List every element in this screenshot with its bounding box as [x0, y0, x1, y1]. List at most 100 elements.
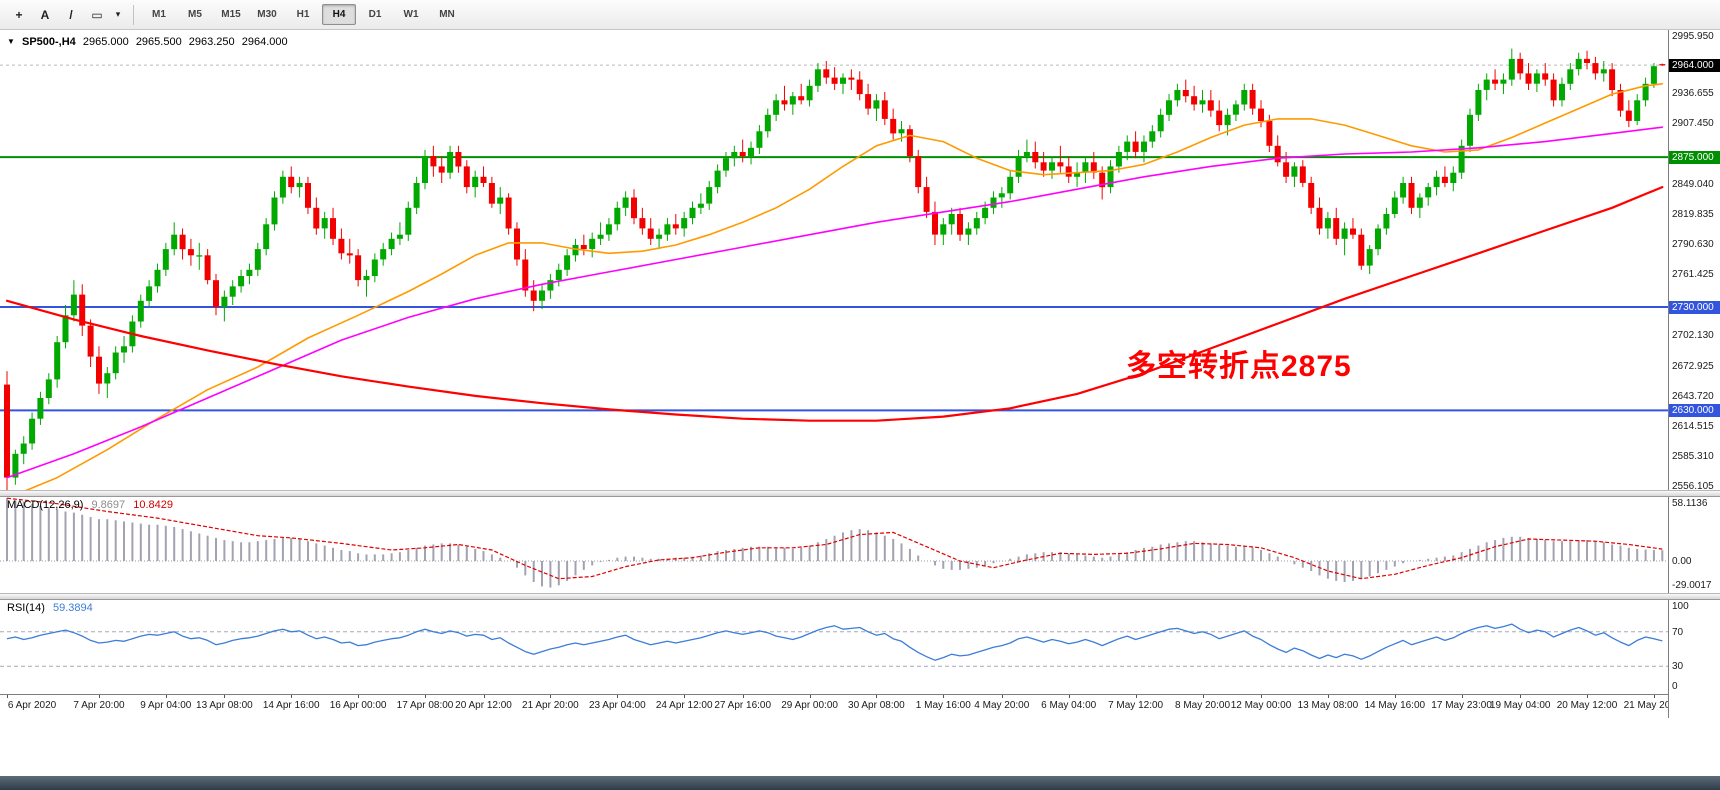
time-axis-tick — [291, 695, 293, 698]
rsi-panel-canvas[interactable] — [0, 600, 1668, 694]
text-label-icon[interactable]: A — [40, 7, 50, 22]
time-axis-label: 29 Apr 00:00 — [781, 700, 838, 711]
shapes-dropdown-icon[interactable]: ▾ — [115, 9, 121, 19]
rsi-line — [6, 623, 1663, 661]
timeframe-h1-button[interactable]: H1 — [296, 9, 310, 20]
time-axis-tick — [550, 695, 552, 698]
price-axis-label: 2614.515 — [1672, 420, 1714, 432]
panel-splitter-macd[interactable] — [0, 490, 1720, 497]
price-axis-label: 2672.925 — [1672, 360, 1714, 372]
time-axis-label: 14 Apr 16:00 — [262, 700, 320, 711]
time-axis-label: 19 May 04:00 — [1489, 700, 1551, 711]
price-axis-label: 2702.130 — [1672, 330, 1714, 342]
time-axis-tick — [165, 695, 167, 698]
time-axis-tick — [1653, 695, 1655, 698]
price-axis-label: 2643.720 — [1672, 390, 1714, 402]
quote-open: 2965.000 — [82, 36, 129, 48]
macd-value: 9.8697 — [91, 499, 126, 511]
time-axis-label: 13 May 08:00 — [1297, 700, 1359, 711]
moving-averages-layer — [5, 83, 1664, 490]
rsi-axis-label: 30 — [1672, 661, 1684, 673]
price-axis-label: 2819.835 — [1672, 208, 1714, 220]
price-axis-label: 2790.630 — [1672, 238, 1714, 250]
time-axis-tick — [684, 695, 686, 698]
time-axis-tick — [224, 695, 226, 698]
rsi-value: 59.3894 — [52, 602, 93, 614]
time-axis-label: 7 May 12:00 — [1108, 700, 1164, 711]
quote-low: 2963.250 — [188, 36, 235, 48]
time-axis-tick — [7, 695, 8, 698]
time-axis-tick — [1202, 695, 1204, 698]
rsi-axis-label: 100 — [1672, 601, 1689, 612]
quote-marker-icon[interactable]: ▼ — [7, 37, 15, 46]
toolbar: + A / ▭ ▾ M1 M5 M15 M30 H1 H4 D1 W1 MN — [0, 0, 1720, 30]
time-axis-tick — [1587, 695, 1588, 698]
price-axis: 2995.950 2936.655 2907.450 2849.040 2819.835… — [1668, 30, 1720, 718]
time-axis-label: 30 Apr 08:00 — [848, 700, 905, 711]
main-chart-canvas[interactable] — [0, 30, 1668, 490]
macd-panel-canvas[interactable] — [0, 497, 1668, 593]
time-axis-tick — [1001, 695, 1003, 698]
price-axis-label: 2995.950 — [1672, 31, 1714, 42]
trendline-icon[interactable]: / — [69, 7, 73, 22]
time-axis-tick — [483, 695, 485, 698]
time-axis-label: 27 Apr 16:00 — [714, 700, 772, 711]
timeframe-m15-button[interactable]: M15 — [221, 9, 241, 20]
level-price-tag: 2630.000 — [1669, 403, 1720, 417]
timeframe-mn-button[interactable]: MN — [439, 9, 455, 20]
time-axis-tick — [943, 695, 945, 698]
quote-close: 2964.000 — [241, 36, 288, 48]
time-axis: 6 Apr 2020 7 Apr 20:00 9 Apr 04:00 13 Apr 0… — [0, 694, 1720, 718]
ma-slow-red — [5, 186, 1664, 422]
time-axis-tick — [1327, 695, 1329, 698]
ma-fast-orange — [25, 83, 1664, 490]
timeframe-group: M1 M5 M15 M30 H1 H4 D1 W1 MN — [141, 4, 465, 25]
macd-header: MACD(12,26,9) 9.8697 10.8429 — [7, 499, 173, 511]
time-axis-label: 20 May 12:00 — [1556, 700, 1618, 711]
timeframe-w1-button[interactable]: W1 — [403, 9, 419, 20]
toolbar-separator — [133, 4, 134, 25]
time-axis-label: 13 Apr 08:00 — [196, 700, 253, 711]
candles-layer — [4, 48, 1666, 490]
time-axis-tick — [1135, 695, 1137, 698]
time-axis-label: 24 Apr 12:00 — [655, 700, 713, 711]
timeframe-d1-button[interactable]: D1 — [368, 9, 382, 20]
timeframe-h4-button[interactable]: H4 — [322, 4, 356, 25]
time-axis-label: 9 Apr 04:00 — [140, 700, 192, 711]
rsi-label: RSI(14) — [7, 602, 45, 614]
time-axis-tick — [425, 695, 426, 698]
time-axis-tick — [1068, 695, 1070, 698]
time-axis-label: 17 May 23:00 — [1431, 700, 1492, 711]
price-axis-label: 2761.425 — [1672, 269, 1714, 280]
shapes-icon[interactable]: ▭ — [91, 7, 103, 22]
macd-histogram — [6, 498, 1664, 588]
time-axis-label: 8 May 20:00 — [1174, 700, 1231, 711]
time-axis-label: 23 Apr 04:00 — [588, 700, 646, 711]
toolbar-tool-group: + A / ▭ ▾ — [6, 4, 126, 26]
time-axis-label: 12 May 00:00 — [1230, 700, 1292, 711]
timeframe-m30-button[interactable]: M30 — [257, 9, 277, 20]
macd-axis-label: -29.0017 — [1672, 580, 1712, 591]
time-axis-tick — [1394, 695, 1396, 698]
time-axis-tick — [617, 695, 619, 698]
ma-mid-magenta — [6, 126, 1664, 479]
macd-signal-line — [6, 497, 1663, 580]
timeframe-m5-button[interactable]: M5 — [188, 9, 202, 20]
macd-label: MACD(12,26,9) — [7, 499, 84, 511]
time-axis-tick — [809, 695, 811, 698]
macd-axis-label: 0.00 — [1672, 556, 1692, 567]
price-axis-label: 2849.040 — [1672, 178, 1714, 190]
time-axis-label: 14 May 16:00 — [1364, 700, 1426, 711]
crosshair-icon[interactable]: + — [15, 7, 23, 22]
panel-splitter-rsi[interactable] — [0, 593, 1720, 600]
timeframe-m1-button[interactable]: M1 — [152, 9, 166, 20]
price-axis-label: 2936.655 — [1672, 87, 1714, 99]
time-axis-label: 6 May 04:00 — [1041, 700, 1097, 711]
time-axis-label: 21 Apr 20:00 — [522, 700, 579, 711]
time-axis-tick — [1520, 695, 1522, 698]
time-axis-label: 16 Apr 00:00 — [329, 700, 387, 711]
time-axis-label: 1 May 16:00 — [915, 700, 971, 711]
current-price-tag: 2964.000 — [1669, 58, 1720, 72]
time-axis-label: 4 May 20:00 — [974, 700, 1030, 711]
